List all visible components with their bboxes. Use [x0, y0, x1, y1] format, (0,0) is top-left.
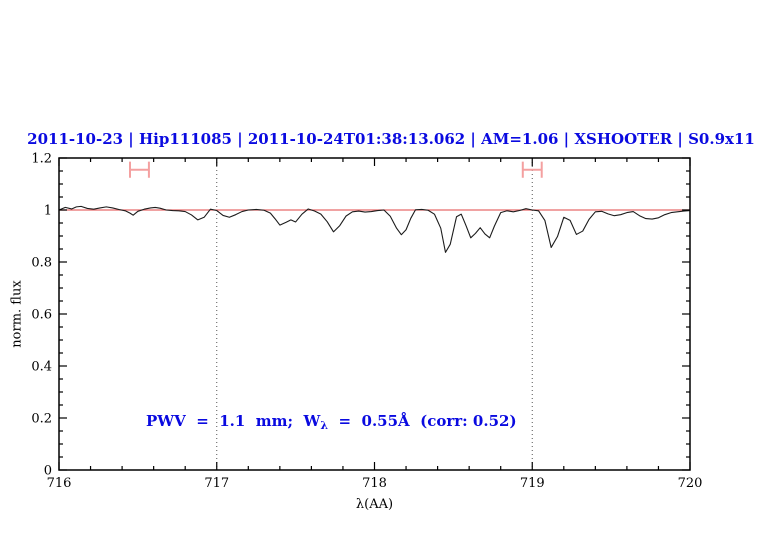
spectrum-line [58, 205, 691, 253]
pwv-annotation-pre: PWV = 1.1 mm; W [146, 412, 321, 430]
plot-title: 2011-10-23 | Hip111085 | 2011-10-24T01:3… [27, 130, 755, 148]
y-tick-label: 0.4 [31, 360, 52, 375]
pwv-annotation: PWV = 1.1 mm; Wλ = 0.55Å (corr: 0.52) [146, 412, 517, 432]
y-tick-label: 0.8 [31, 256, 52, 271]
range-marker [521, 161, 543, 178]
y-tick-label: 1 [44, 204, 52, 219]
pwv-annotation-post: = 0.55Å (corr: 0.52) [328, 412, 517, 430]
y-tick-label: 0.6 [31, 308, 52, 323]
y-tick-label: 0.2 [31, 412, 52, 427]
range-marker [128, 161, 150, 178]
x-tick-label: 718 [362, 476, 387, 491]
x-tick-label: 717 [204, 476, 229, 491]
x-tick-label: 719 [520, 476, 545, 491]
y-tick-label: 0 [44, 464, 52, 479]
y-tick-label: 1.2 [31, 152, 52, 167]
x-tick-label: 716 [47, 476, 72, 491]
x-tick-label: 720 [678, 476, 703, 491]
x-axis-label: λ(AA) [355, 497, 394, 512]
pwv-annotation-sub: λ [320, 419, 329, 432]
